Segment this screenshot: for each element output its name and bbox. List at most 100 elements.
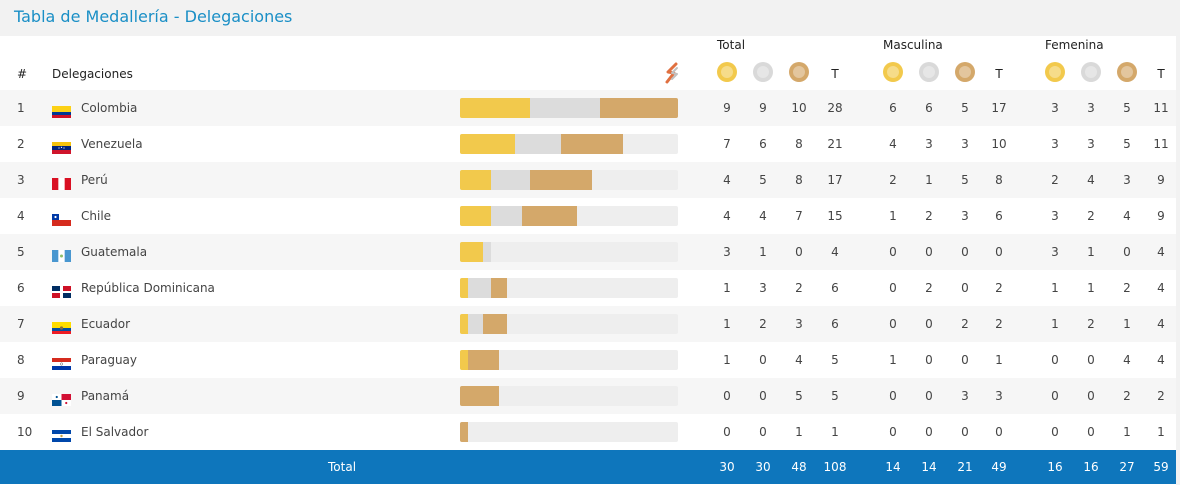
fem-bronze-cell: 1 — [1123, 425, 1131, 439]
table-row[interactable]: 9 Panamá 0 0 5 5 0 0 3 3 0 0 2 2 — [0, 378, 1176, 414]
total-gold-cell: 4 — [723, 209, 731, 223]
fem-gold-cell: 0 — [1051, 425, 1059, 439]
gold-segment — [460, 278, 468, 298]
group-header-total: Total — [717, 38, 746, 52]
fem-t-cell: 1 — [1157, 425, 1165, 439]
silver-medal-icon[interactable] — [1081, 62, 1101, 82]
fem-silver-cell: 2 — [1087, 209, 1095, 223]
fem-bronze-cell: 5 — [1123, 101, 1131, 115]
masc-bronze-cell: 5 — [961, 173, 969, 187]
silver-medal-icon[interactable] — [753, 62, 773, 82]
fem-gold-cell: 2 — [1051, 173, 1059, 187]
medal-bar — [460, 350, 678, 370]
footer-masc-t: 49 — [991, 460, 1007, 474]
masc-silver-cell: 2 — [925, 281, 933, 295]
femenina-t-header[interactable]: T — [1157, 67, 1165, 81]
delegation-name[interactable]: Colombia — [81, 101, 138, 115]
total-t-cell: 21 — [827, 137, 843, 151]
gold-medal-icon[interactable] — [717, 62, 737, 82]
footer-total-gold: 30 — [719, 460, 735, 474]
bronze-medal-icon[interactable] — [955, 62, 975, 82]
total-bronze-cell: 3 — [795, 317, 803, 331]
footer-masc-silver: 14 — [921, 460, 937, 474]
fem-bronze-cell: 3 — [1123, 173, 1131, 187]
masc-t-cell: 17 — [991, 101, 1007, 115]
delegation-name[interactable]: República Dominicana — [81, 281, 215, 295]
delegation-name[interactable]: Chile — [81, 209, 112, 223]
table-row[interactable]: 10 El Salvador 0 0 1 1 0 0 0 0 0 0 1 1 — [0, 414, 1176, 450]
total-silver-cell: 9 — [759, 101, 767, 115]
rank-cell: 1 — [17, 101, 25, 115]
group-header-masculina: Masculina — [883, 38, 943, 52]
bronze-medal-icon[interactable] — [789, 62, 809, 82]
group-header-femenina: Femenina — [1045, 38, 1104, 52]
gold-medal-icon[interactable] — [1045, 62, 1065, 82]
table-row[interactable]: 1 Colombia 9 9 10 28 6 6 5 17 3 3 5 11 — [0, 90, 1176, 126]
gold-medal-icon[interactable] — [883, 62, 903, 82]
total-gold-cell: 3 — [723, 245, 731, 259]
delegation-name[interactable]: Panamá — [81, 389, 130, 403]
medal-bar — [460, 98, 678, 118]
gold-segment — [460, 242, 484, 262]
masc-silver-cell: 0 — [925, 389, 933, 403]
medal-bar — [460, 314, 678, 334]
masc-gold-cell: 1 — [889, 209, 897, 223]
delegation-name[interactable]: Venezuela — [81, 137, 143, 151]
masculina-t-header[interactable]: T — [995, 67, 1003, 81]
rank-cell: 10 — [17, 425, 33, 439]
total-gold-cell: 0 — [723, 389, 731, 403]
gold-segment — [460, 314, 468, 334]
rank-cell: 2 — [17, 137, 25, 151]
rank-cell: 9 — [17, 389, 25, 403]
bronze-medal-icon[interactable] — [1117, 62, 1137, 82]
fem-gold-cell: 3 — [1051, 245, 1059, 259]
table-row[interactable]: 8 Paraguay 1 0 4 5 1 0 0 1 0 0 4 4 — [0, 342, 1176, 378]
delegation-name[interactable]: Ecuador — [81, 317, 131, 331]
chile-flag-icon — [52, 211, 71, 226]
total-t-cell: 5 — [831, 353, 839, 367]
bronze-segment — [600, 98, 678, 118]
masc-t-cell: 0 — [995, 245, 1003, 259]
silver-segment — [467, 314, 484, 334]
fem-gold-cell: 3 — [1051, 101, 1059, 115]
total-t-cell: 1 — [831, 425, 839, 439]
delegation-name[interactable]: Guatemala — [81, 245, 148, 259]
total-t-cell: 15 — [827, 209, 843, 223]
table-row[interactable]: 7 Ecuador 1 2 3 6 0 0 2 2 1 2 1 4 — [0, 306, 1176, 342]
bronze-segment — [483, 314, 507, 334]
silver-segment — [483, 242, 492, 262]
silver-medal-icon[interactable] — [919, 62, 939, 82]
delegation-column-header[interactable]: Delegaciones — [52, 67, 133, 81]
medal-bar — [460, 242, 678, 262]
silver-segment — [530, 98, 601, 118]
fem-bronze-cell: 4 — [1123, 209, 1131, 223]
table-row[interactable]: 4 Chile 4 4 7 15 1 2 3 6 3 2 4 9 — [0, 198, 1176, 234]
total-bronze-cell: 2 — [795, 281, 803, 295]
table-row[interactable]: 2 Venezuela 7 6 8 21 4 3 3 10 3 3 5 11 — [0, 126, 1176, 162]
medal-bar — [460, 134, 678, 154]
masc-t-cell: 10 — [991, 137, 1007, 151]
delegation-name[interactable]: Perú — [81, 173, 108, 187]
total-bronze-cell: 7 — [795, 209, 803, 223]
silver-segment — [491, 206, 523, 226]
masc-t-cell: 1 — [995, 353, 1003, 367]
fem-bronze-cell: 1 — [1123, 317, 1131, 331]
delegation-name[interactable]: El Salvador — [81, 425, 149, 439]
table-row[interactable]: 3 Perú 4 5 8 17 2 1 5 8 2 4 3 9 — [0, 162, 1176, 198]
total-gold-cell: 1 — [723, 317, 731, 331]
total-bronze-cell: 8 — [795, 173, 803, 187]
totals-footer: Total 30 30 48 108 14 14 21 49 16 16 27 … — [0, 450, 1176, 484]
table-row[interactable]: 6 República Dominicana 1 3 2 6 0 2 0 2 1 1 2 4 — [0, 270, 1176, 306]
fem-t-cell: 9 — [1157, 173, 1165, 187]
delegation-name[interactable]: Paraguay — [81, 353, 138, 367]
footer-fem-bronze: 27 — [1119, 460, 1135, 474]
total-t-header[interactable]: T — [831, 67, 839, 81]
fem-bronze-cell: 2 — [1123, 281, 1131, 295]
gold-segment — [460, 98, 531, 118]
table-row[interactable]: 5 Guatemala 3 1 0 4 0 0 0 0 3 1 0 4 — [0, 234, 1176, 270]
fem-bronze-cell: 4 — [1123, 353, 1131, 367]
bronze-segment — [561, 134, 624, 154]
masc-silver-cell: 1 — [925, 173, 933, 187]
total-silver-cell: 0 — [759, 353, 767, 367]
title-bar: Tabla de Medallería - Delegaciones — [0, 0, 1180, 36]
